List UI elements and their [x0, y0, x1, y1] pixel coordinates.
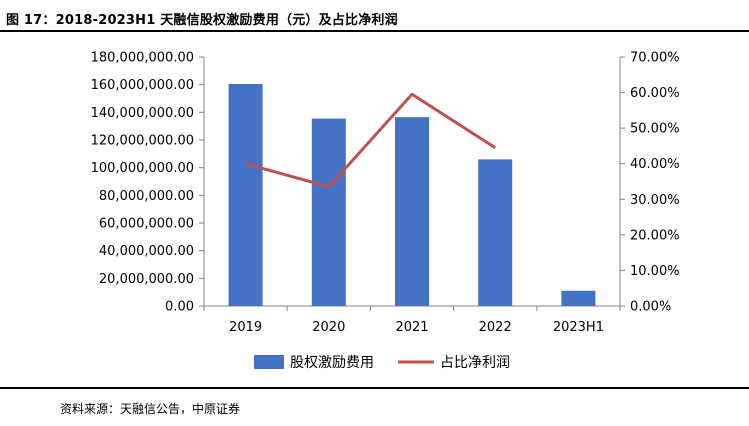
- bar: [228, 83, 263, 306]
- left-axis-tick-label: 140,000,000.00: [91, 106, 194, 121]
- right-axis-tick-label: 20.00%: [630, 228, 680, 243]
- left-axis-tick-label: 160,000,000.00: [91, 78, 194, 93]
- right-axis-tick-label: 0.00%: [630, 300, 671, 315]
- right-axis-tick-label: 40.00%: [630, 157, 680, 172]
- left-axis-tick-label: 100,000,000.00: [91, 161, 194, 176]
- right-axis-tick-label: 60.00%: [630, 86, 680, 101]
- left-axis-tick-label: 120,000,000.00: [91, 134, 194, 149]
- left-axis-tick-label: 60,000,000.00: [99, 217, 194, 232]
- left-axis-tick-label: 40,000,000.00: [99, 244, 194, 259]
- left-axis-tick-label: 180,000,000.00: [91, 51, 194, 66]
- x-axis-tick-label: 2022: [479, 320, 512, 335]
- left-axis-tick-label: 80,000,000.00: [99, 189, 194, 204]
- x-axis-tick-label: 2020: [312, 320, 345, 335]
- legend-bar-label: 股权激励费用: [290, 354, 374, 371]
- x-axis-tick-label: 2021: [395, 320, 428, 335]
- bottom-rule: [0, 387, 749, 389]
- right-axis-tick-label: 30.00%: [630, 193, 680, 208]
- figure-title: 图 17：2018-2023H1 天融信股权激励费用（元）及占比净利润: [6, 13, 398, 28]
- right-axis-tick-label: 70.00%: [630, 51, 680, 66]
- line-series: [245, 92, 497, 189]
- right-axis-tick-label: 50.00%: [630, 122, 680, 137]
- right-axis-tick-label: 10.00%: [630, 264, 680, 279]
- x-axis-tick-label: 2019: [229, 320, 262, 335]
- bar: [395, 117, 429, 306]
- bar: [478, 159, 513, 306]
- left-axis-tick-label: 0.00: [165, 300, 194, 315]
- top-rule: [0, 30, 749, 32]
- legend-bar-swatch: [254, 355, 284, 369]
- left-axis-tick-label: 20,000,000.00: [99, 272, 194, 287]
- bar: [311, 118, 346, 306]
- legend-line-label: 占比净利润: [440, 355, 510, 371]
- source-note: 资料来源：天融信公告，中原证券: [60, 402, 241, 416]
- bar: [561, 290, 596, 306]
- x-axis-tick-label: 2023H1: [553, 320, 604, 335]
